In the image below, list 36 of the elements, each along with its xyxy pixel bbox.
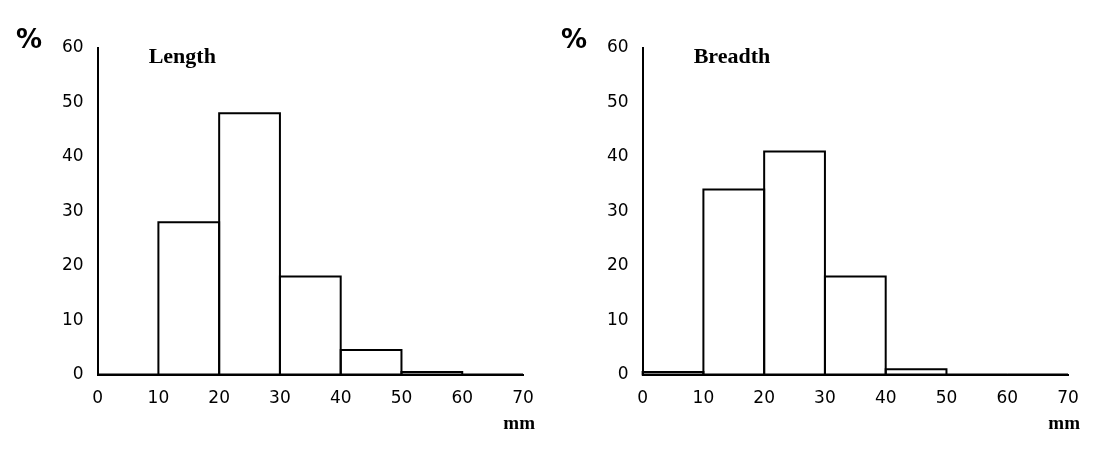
- x-tick-label: 70: [512, 387, 534, 408]
- y-tick-label: 40: [61, 145, 84, 166]
- y-tick-label: 0: [72, 363, 84, 384]
- x-tick-label: 70: [1057, 387, 1079, 408]
- y-axis-title: %: [561, 23, 588, 54]
- y-axis-title: %: [16, 23, 43, 54]
- x-tick-label: 0: [637, 387, 649, 408]
- x-axis-title: mm: [1048, 412, 1081, 434]
- x-tick-label: 30: [269, 387, 291, 408]
- y-tick-label: 10: [606, 308, 629, 329]
- x-tick-label: 40: [329, 387, 352, 408]
- y-tick-label: 30: [606, 199, 629, 220]
- x-tick-label: 30: [814, 387, 836, 408]
- x-tick-label: 50: [390, 387, 413, 408]
- chart-title: Length: [148, 42, 216, 68]
- x-tick-label: 40: [874, 387, 897, 408]
- y-tick-label: 0: [617, 363, 629, 384]
- y-tick-label: 60: [606, 36, 629, 57]
- y-tick-label: 10: [61, 308, 84, 329]
- x-tick-label: 10: [147, 387, 170, 408]
- x-tick-label: 0: [92, 387, 104, 408]
- x-tick-label: 20: [208, 387, 230, 408]
- chart-title: Breadth: [693, 42, 771, 68]
- x-tick-label: 20: [753, 387, 775, 408]
- y-tick-label: 60: [61, 36, 84, 57]
- y-tick-label: 50: [606, 90, 629, 111]
- x-tick-label: 10: [692, 387, 715, 408]
- y-tick-label: 40: [606, 145, 629, 166]
- x-tick-label: 50: [935, 387, 958, 408]
- y-tick-label: 50: [61, 90, 84, 111]
- x-tick-label: 60: [996, 387, 1019, 408]
- y-tick-label: 20: [606, 254, 629, 275]
- y-tick-label: 30: [61, 199, 84, 220]
- x-tick-label: 60: [451, 387, 474, 408]
- x-axis-title: mm: [503, 412, 536, 434]
- y-tick-label: 20: [61, 254, 84, 275]
